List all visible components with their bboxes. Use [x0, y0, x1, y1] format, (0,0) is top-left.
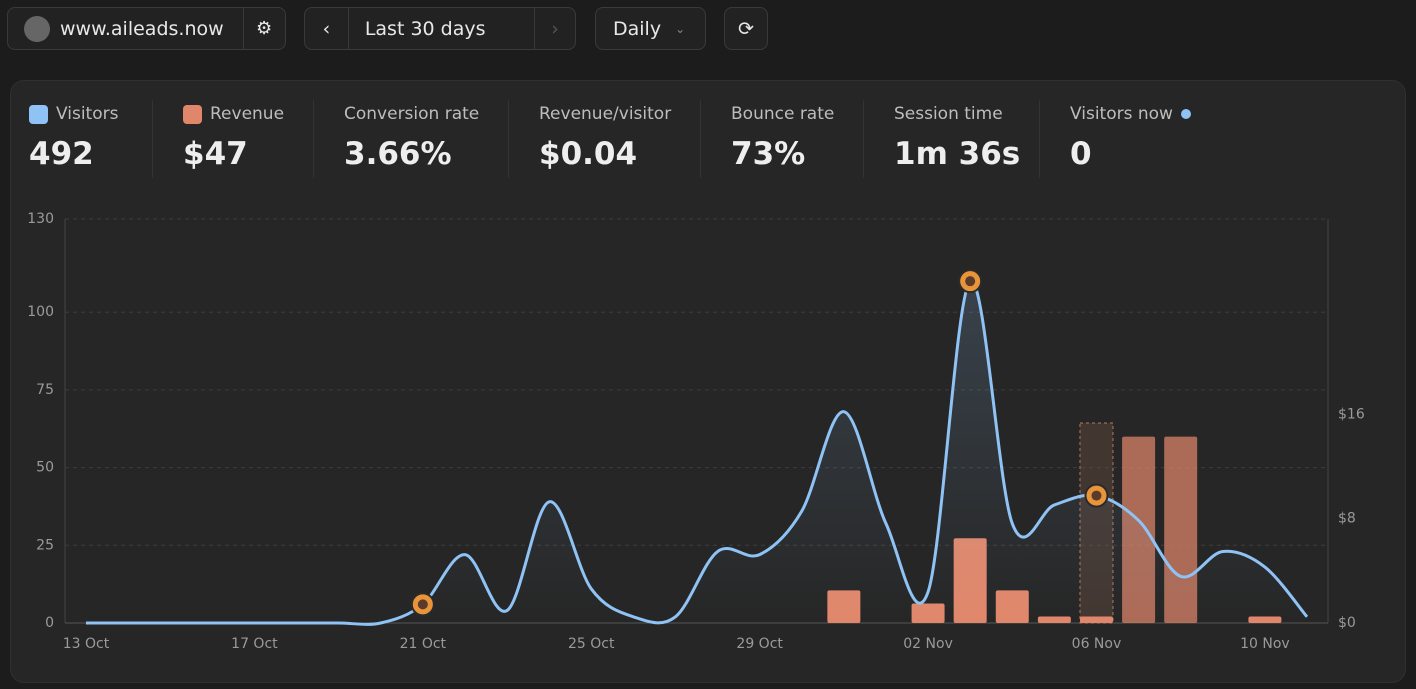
- interval-selector[interactable]: Daily ⌄: [595, 7, 706, 50]
- stat-label: Bounce rate: [731, 100, 834, 128]
- stat-label: Visitors: [29, 100, 118, 128]
- refresh-button[interactable]: ⟳: [724, 7, 768, 50]
- stat-name: Bounce rate: [731, 104, 835, 124]
- range-selector[interactable]: ‹ Last 30 days ›: [304, 7, 576, 50]
- legend-label: Visitors: [56, 104, 119, 124]
- range-label[interactable]: Last 30 days: [364, 17, 486, 40]
- stat-label: Conversion rate: [344, 100, 479, 128]
- stat-value: 73%: [731, 136, 806, 172]
- x-tick-label: 13 Oct: [63, 636, 110, 652]
- y-tick-label: 50: [36, 460, 54, 476]
- stat[interactable]: Visitors 492: [29, 100, 118, 180]
- legend-checkbox[interactable]: [183, 104, 202, 124]
- stat-value: 3.66%: [344, 136, 452, 172]
- x-tick-label: 29 Oct: [736, 636, 783, 652]
- x-tick-label: 02 Nov: [903, 636, 953, 652]
- event-avatar: [1091, 490, 1102, 501]
- area: [86, 280, 1307, 625]
- line: [85, 279, 1309, 626]
- stat: Visitors now 0: [1070, 100, 1191, 180]
- y-tick-label: 130: [27, 211, 54, 227]
- site-icon: [24, 15, 50, 42]
- y-tick-label: 25: [36, 537, 54, 553]
- y-tick-label: 100: [27, 304, 54, 320]
- prev-button[interactable]: ‹: [322, 17, 331, 40]
- stat-label: Session time: [894, 100, 1020, 128]
- legend-checkbox[interactable]: [29, 104, 48, 124]
- stat-label: Revenue/visitor: [539, 100, 671, 128]
- x-tick-label: 10 Nov: [1240, 636, 1290, 652]
- interval-label: Daily: [613, 17, 662, 40]
- stat[interactable]: Revenue $47: [183, 100, 284, 180]
- stat-name: Revenue/visitor: [539, 104, 672, 124]
- stat-label: Visitors now: [1070, 100, 1191, 128]
- next-button[interactable]: ›: [551, 17, 559, 40]
- stat: Revenue/visitor $0.04: [539, 100, 671, 180]
- live-dot: [1180, 109, 1191, 119]
- x-tick-label: 25 Oct: [568, 636, 615, 652]
- stat-value: $47: [183, 136, 248, 172]
- event-avatar: [965, 276, 976, 287]
- settings-icon[interactable]: ⚙: [256, 18, 273, 39]
- stat: Session time 1m 36s: [894, 100, 1020, 180]
- stat-value: 0: [1070, 136, 1092, 172]
- stat-label: Revenue: [183, 100, 284, 128]
- y2-tick-label: $0: [1338, 615, 1356, 631]
- y2-tick-label: $16: [1338, 406, 1365, 422]
- stat-value: $0.04: [539, 136, 638, 172]
- x-tick-label: 06 Nov: [1072, 636, 1122, 652]
- x-tick-label: 21 Oct: [400, 636, 447, 652]
- stat-name: Visitors now: [1070, 104, 1173, 124]
- event-avatar: [417, 599, 428, 610]
- legend-label: Revenue: [210, 104, 285, 124]
- stat-name: Conversion rate: [344, 104, 480, 124]
- site-name: www.aileads.now: [60, 17, 224, 40]
- x-tick-label: 17 Oct: [231, 636, 278, 652]
- stat-value: 1m 36s: [894, 136, 1021, 172]
- stat-value: 492: [29, 136, 94, 172]
- stat-name: Session time: [894, 104, 1003, 124]
- y-tick-label: 0: [45, 615, 54, 631]
- site-selector[interactable]: www.aileads.now ⚙: [7, 7, 286, 50]
- y2-tick-label: $8: [1338, 511, 1356, 527]
- stat: Bounce rate 73%: [731, 100, 834, 180]
- y-tick-label: 75: [36, 382, 54, 398]
- stat: Conversion rate 3.66%: [344, 100, 479, 180]
